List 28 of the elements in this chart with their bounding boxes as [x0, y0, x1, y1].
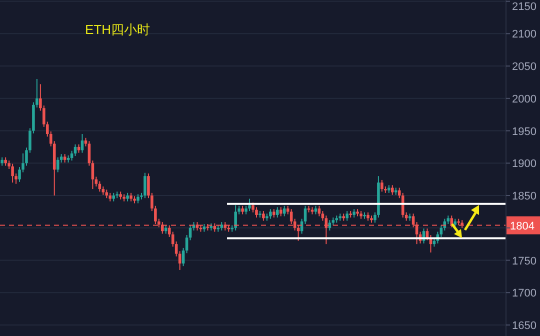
candlestick [234, 204, 237, 231]
candlestick [391, 184, 394, 196]
candlestick [248, 198, 251, 212]
y-tick-label: 1950 [512, 126, 536, 138]
candlestick [11, 163, 14, 184]
y-tick-label: 1700 [512, 288, 536, 300]
candlestick [269, 208, 272, 220]
candlestick [255, 206, 258, 218]
candlestick [262, 210, 265, 222]
candlestick [346, 210, 348, 222]
y-tick-label: 1650 [512, 320, 536, 332]
candlestick [380, 179, 384, 192]
text: ETH四小时 [85, 22, 150, 37]
candlestick [144, 172, 146, 199]
y-tick-label: 2100 [512, 28, 536, 41]
y-tick-label: 2000 [512, 93, 536, 106]
candlestick [328, 220, 332, 231]
candlestick [279, 206, 282, 217]
y-tick-label: 2150 [512, 1, 536, 13]
candlestick [136, 194, 140, 204]
y-tick-label: 1850 [512, 190, 536, 203]
y-tick-label: 1900 [512, 158, 536, 170]
candlestick [276, 206, 279, 218]
y-tick-label: 2050 [512, 61, 536, 74]
candlestick [282, 205, 286, 217]
ref-line-label: 1804 [510, 220, 534, 232]
y-tick-label: 1750 [512, 255, 536, 268]
candlestick [74, 144, 77, 157]
